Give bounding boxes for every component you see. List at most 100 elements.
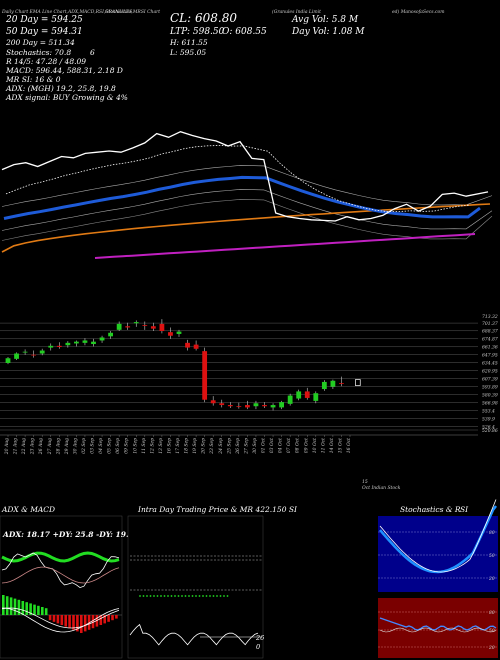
price-axis-label: 713.32: [482, 314, 498, 320]
intraday-price-dot: [188, 595, 190, 597]
price-axis-label: 580.39: [482, 393, 498, 399]
intraday-price-dot: [202, 595, 204, 597]
date-tick-label: 20 Sep: [201, 438, 207, 455]
intraday-panel: 26 0: [127, 515, 264, 659]
candle-body: [245, 405, 250, 408]
price-axis-label: 661.36: [482, 345, 498, 351]
date-tick-label: 18 Sep: [184, 438, 190, 454]
ema200-value: 200 Day = 511.34: [5, 38, 75, 47]
candle-body: [227, 405, 233, 407]
adx-panel-title: ADX & MACD: [1, 505, 55, 514]
date-tick-label: 27 Sep: [243, 438, 249, 455]
intraday-price-dot: [167, 595, 169, 597]
macd-histogram-bar: [29, 603, 32, 615]
bottom-titles: ADX & MACD Intra Day Trading Price & MR …: [1, 505, 469, 514]
date-tick-label: 27 Aug: [47, 438, 53, 455]
date-tick-label: 04 Oct: [278, 438, 284, 453]
candle-body: [159, 323, 165, 331]
candle-body: [82, 340, 88, 343]
date-tick-label: 21 Aug: [13, 438, 19, 455]
date-tick-label: 10 Sep: [132, 438, 138, 454]
price-line: [1, 131, 489, 222]
mrsi-value: MR SI: 16 & 0: [5, 75, 61, 84]
mrsi-axis-20: 20: [488, 645, 495, 651]
price-axis-label: 526.4: [482, 425, 495, 431]
candle-body: [65, 342, 71, 346]
ema-panel: [1, 131, 493, 259]
macd-histogram-bar: [91, 615, 95, 629]
adx-minus-di-line: [1, 566, 120, 584]
close-value: CL: 608.80: [170, 11, 237, 25]
candle-body: [39, 350, 45, 354]
date-tick-label: 09 Oct: [303, 438, 309, 453]
candle-body: [287, 395, 293, 404]
intraday-price-dot: [181, 595, 183, 597]
date-tick-label: 23 Aug: [30, 438, 36, 455]
intraday-price-dot: [223, 595, 225, 597]
date-tick-label: 05 Sep: [107, 438, 113, 454]
ema-20-line: [5, 145, 471, 212]
macd-histogram-bar: [80, 615, 83, 633]
date-tick-label: 10 Oct: [312, 438, 318, 453]
ema-band-outer: [1, 199, 493, 241]
date-tick-label: 11 Oct: [320, 438, 326, 453]
date-tick-label: 14 Oct: [329, 438, 335, 453]
intraday-price-dot: [209, 595, 211, 597]
intraday-price-dot: [216, 595, 218, 597]
candle-body: [330, 380, 336, 387]
ema50-value: 50 Day = 594.31: [6, 27, 83, 37]
stochastic-panel: 80 50 20: [378, 499, 498, 592]
intraday-price-dot: [219, 595, 222, 597]
macd-histogram-bar: [37, 605, 40, 615]
candle-body: [236, 406, 242, 408]
macd-histogram-bar: [72, 615, 75, 630]
candle-body: [279, 402, 284, 408]
intraday-price-dot: [139, 595, 141, 597]
price-axis-label: 674.87: [482, 337, 498, 343]
price-axis-label: 688.37: [482, 329, 498, 335]
price-axis-label: 607.39: [482, 377, 498, 383]
candle-body: [355, 379, 361, 386]
header-ticker: GRANULES: [105, 9, 132, 15]
candle-body: [116, 323, 122, 330]
date-tick-label: 08 Oct: [295, 438, 301, 453]
candle-body: [270, 405, 276, 408]
date-footer: 15: [362, 479, 368, 485]
macd-histogram-bar: [44, 608, 48, 615]
macd-histogram-bar: [5, 596, 9, 615]
candle-body: [219, 403, 225, 406]
date-tick-label: 16 Oct: [346, 438, 352, 453]
macd-histogram-bar: [103, 615, 106, 624]
stoch-panel-title2: SI: [460, 505, 469, 514]
macd-histogram-bar: [87, 615, 91, 630]
candle-body: [31, 354, 37, 356]
adx-plus-di-line: [1, 551, 120, 563]
intraday-price-dot: [174, 595, 176, 597]
date-tick-label: 28 Aug: [55, 438, 61, 455]
date-tick-label: 12 Sep: [149, 438, 155, 454]
macd-histogram-bar: [99, 615, 103, 625]
price-axis-label: 620.95: [482, 369, 498, 375]
ltp-value: LTP: 598.50: [169, 27, 225, 37]
candle-body: [262, 405, 267, 407]
macd-histogram-bar: [17, 599, 21, 615]
candle-body: [321, 381, 327, 390]
price-axis-label: 647.95: [482, 353, 498, 359]
date-tick-label: 16 Sep: [166, 438, 172, 454]
date-tick-label: 25 Sep: [226, 438, 232, 455]
intraday-price-dot: [142, 595, 145, 597]
macd-histogram-bar: [48, 615, 52, 621]
intraday-price-dot: [205, 595, 208, 597]
macd-histogram-bar: [111, 615, 114, 621]
ema-50-line: [3, 175, 481, 220]
day-vol-value: Day Vol: 1.08 M: [291, 27, 365, 37]
macd-histogram-bar: [56, 615, 60, 624]
macd-histogram-bar: [68, 615, 71, 629]
candle-body: [253, 403, 259, 407]
date-tick-label: 03 Oct: [269, 438, 275, 453]
macd-histogram-bar: [107, 615, 110, 622]
macd-histogram-bar: [76, 615, 79, 632]
candle-body: [125, 326, 131, 328]
avg-vol-value: Avg Vol: 5.8 M: [291, 15, 359, 25]
